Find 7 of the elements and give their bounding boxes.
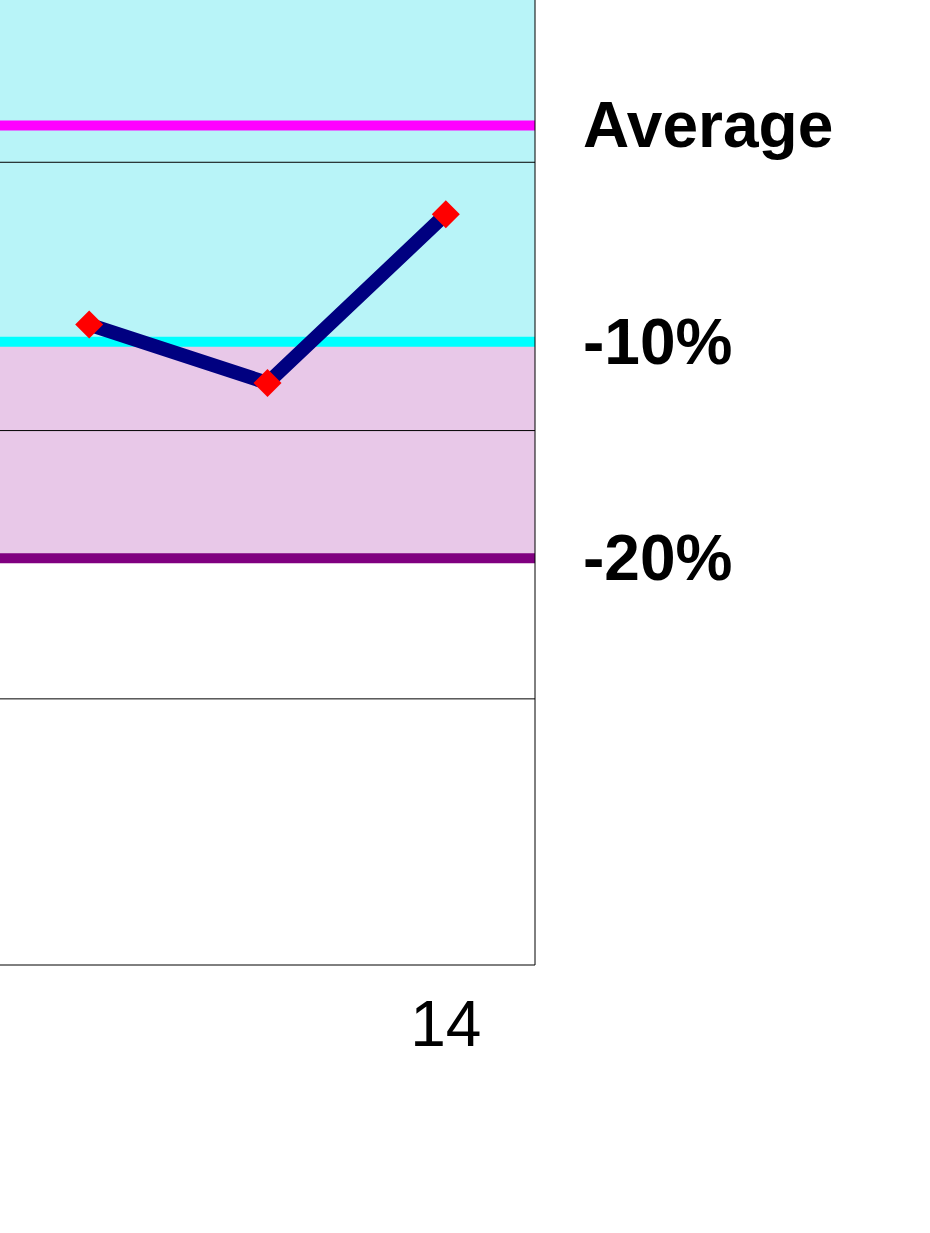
- point: [75, 310, 104, 339]
- x-tick-label: 14: [410, 988, 482, 1061]
- y-tick-label: -20%: [583, 522, 733, 595]
- point: [253, 368, 282, 397]
- y-tick-label: Average: [583, 89, 834, 162]
- point: [431, 200, 460, 229]
- y-tick-label: -10%: [583, 305, 733, 378]
